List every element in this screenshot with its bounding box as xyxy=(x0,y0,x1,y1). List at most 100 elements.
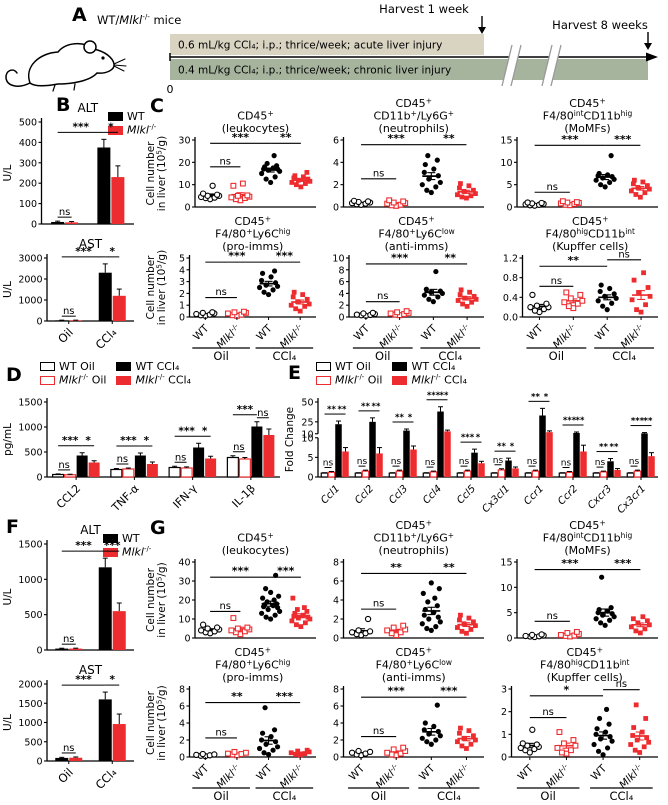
y-tick-label: 15 xyxy=(500,136,512,147)
chronic-treatment-label: 0.4 mL/kg CCl₄; i.p.; thrice/week; chron… xyxy=(178,65,451,77)
data-point xyxy=(369,309,377,317)
y-tick-label: 3 xyxy=(179,277,185,288)
data-point xyxy=(360,310,367,317)
bar xyxy=(55,648,69,650)
sig-label: ns xyxy=(546,182,558,193)
x-tick-label: IFN-γ xyxy=(171,482,201,512)
data-point xyxy=(425,153,431,159)
y-axis-label: U/L xyxy=(2,281,14,298)
data-point xyxy=(637,630,643,636)
data-point xyxy=(271,153,277,159)
data-point xyxy=(421,612,427,618)
sig-label: ** xyxy=(440,391,449,401)
data-point xyxy=(420,590,426,596)
data-point xyxy=(646,186,652,192)
bar xyxy=(539,415,546,477)
data-point xyxy=(199,750,206,758)
data-point xyxy=(268,616,274,622)
legend-item: WT CCl₄ xyxy=(392,360,467,373)
data-point xyxy=(259,610,265,616)
bar xyxy=(490,472,499,478)
group-label: CCl₄ xyxy=(612,349,636,363)
data-point xyxy=(265,291,272,298)
data-point xyxy=(426,616,432,622)
sig-label: ns xyxy=(219,601,231,612)
data-point xyxy=(231,748,238,755)
axis-break-icon xyxy=(502,45,521,86)
y-tick-label: 0 xyxy=(36,473,42,484)
chart-title: (leukocytes) xyxy=(222,122,289,135)
sig-label: *** xyxy=(276,250,294,263)
data-point xyxy=(394,309,401,316)
y-tick-label: 1 xyxy=(501,730,507,741)
legend-swatch-icon xyxy=(103,547,118,557)
x-tick-label: Ccr1 xyxy=(522,483,546,507)
data-point xyxy=(288,750,294,756)
chart-g-momfs: CD45+ F4/80intCD11bhig (MoMFs) 0 5 10 15 ns *** *… xyxy=(494,518,666,645)
data-point xyxy=(563,289,570,296)
data-point xyxy=(628,188,634,194)
data-point xyxy=(348,749,356,756)
data-point xyxy=(271,727,278,733)
sig-label: ** xyxy=(444,251,456,264)
data-point xyxy=(635,184,641,190)
data-point xyxy=(573,628,580,635)
data-point xyxy=(641,744,647,750)
y-tick-label: 4 xyxy=(333,719,339,730)
data-point xyxy=(366,748,374,756)
y-tick-label: 2 xyxy=(333,736,339,747)
bar xyxy=(122,468,135,478)
data-point xyxy=(384,749,391,756)
group-label: Oil xyxy=(540,789,555,803)
y-tick-label: 0 xyxy=(184,203,190,214)
data-point xyxy=(432,595,438,601)
data-point xyxy=(594,726,600,732)
data-point xyxy=(529,291,536,299)
data-point xyxy=(599,574,605,580)
sig-label: *** xyxy=(75,246,92,258)
x-tick-label: Ccl4 xyxy=(421,483,444,506)
data-point xyxy=(602,729,609,735)
bar xyxy=(437,411,444,477)
data-point xyxy=(270,747,276,753)
data-point xyxy=(435,294,441,300)
chart-b-ast: 0 1000 2000 3000 AST U/L Oil CCl₄ ns *** * xyxy=(2,232,142,365)
legend-panel-e: WT Oil WT CCl₄ Mlkl-/- Oil Mlkl-/- CCl₄ xyxy=(316,360,467,387)
data-point xyxy=(304,609,310,614)
legend-swatch-icon xyxy=(108,125,123,135)
chart-title: CD45+ xyxy=(567,645,603,659)
chart-c-neutrophils: CD45+ CD11b+/Ly6G+ (neutrophils) 0 2 4 6 ns *** *… xyxy=(326,96,492,214)
group-label: CCl₄ xyxy=(272,349,296,363)
data-point xyxy=(199,621,207,628)
data-point xyxy=(593,177,599,183)
bar xyxy=(558,472,567,478)
sig-label: * xyxy=(510,442,515,452)
legend-label: WT xyxy=(122,532,140,545)
data-point xyxy=(290,595,296,601)
data-point xyxy=(579,297,586,304)
bar xyxy=(580,451,587,477)
chart-title: (MoMFs) xyxy=(564,544,610,557)
data-point xyxy=(264,599,270,605)
axis-break-icon xyxy=(542,45,561,86)
chart-g-pro-imms: CD45+ F4/80+Ly6Chig (pro-imms) 0 2 4 6 8 Cell nu… xyxy=(146,645,324,805)
bar xyxy=(641,433,648,477)
bar xyxy=(238,458,251,478)
legend-label: Mlkl-/- Oil xyxy=(335,373,383,387)
data-point xyxy=(455,298,461,303)
data-point xyxy=(400,198,407,205)
bar xyxy=(335,424,342,477)
y-tick-label: 20 xyxy=(178,158,190,169)
bar xyxy=(531,470,540,478)
data-point xyxy=(605,608,611,614)
y-tick-label: 6 xyxy=(333,577,339,588)
chart-e-fold-change: 0 5 10 10 25 50 Fold Change Ccl1 Ccl2 Ccl3 Ccl4 Ccl… xyxy=(284,388,666,515)
data-point xyxy=(461,621,467,627)
data-point xyxy=(435,728,441,735)
x-tick-label: WT xyxy=(419,322,440,343)
sig-label: ns xyxy=(373,599,385,610)
